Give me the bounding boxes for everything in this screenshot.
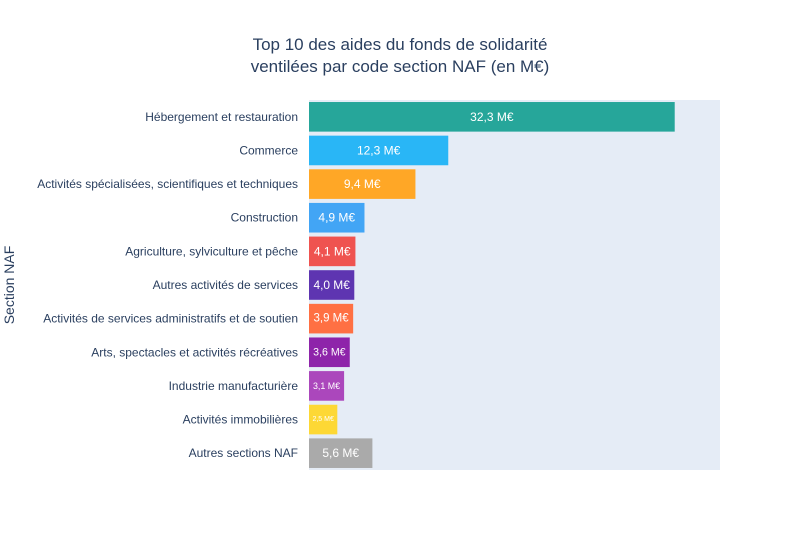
category-label: Hébergement et restauration — [145, 110, 298, 124]
bar — [309, 371, 345, 401]
bars-group — [309, 102, 675, 468]
category-label: Commerce — [239, 143, 298, 157]
value-label: 4,0 M€ — [313, 278, 350, 292]
value-label: 3,9 M€ — [313, 313, 349, 325]
y-axis-title: Section NAF — [1, 246, 17, 325]
category-label: Activités immobilières — [183, 413, 298, 427]
bar — [309, 169, 416, 199]
value-label: 4,1 M€ — [314, 244, 351, 258]
chart-title-line-2: ventilées par code section NAF (en M€) — [251, 57, 550, 76]
category-label: Activités spécialisées, scientifiques et… — [37, 177, 298, 191]
value-label: 3,1 M€ — [313, 381, 340, 391]
category-label: Autres sections NAF — [189, 446, 298, 460]
category-label: Autres activités de services — [153, 278, 298, 292]
value-label: 4,9 M€ — [318, 211, 355, 225]
value-label: 12,3 M€ — [357, 143, 401, 157]
value-label: 9,4 M€ — [344, 177, 381, 191]
bar — [309, 303, 354, 334]
chart-title-line-1: Top 10 des aides du fonds de solidarité — [253, 35, 548, 54]
category-label: Arts, spectacles et activités récréative… — [91, 345, 298, 359]
bar — [309, 337, 350, 368]
bar — [309, 438, 373, 468]
category-labels-group: Hébergement et restauration Commerce Activ… — [37, 110, 298, 460]
value-label: 2,5 M€ — [312, 416, 334, 423]
bar — [309, 236, 356, 267]
value-labels-group: 32,3 M€ 12,3 M€ 9,4 M€ 4,9 M€ 4,1 M€ 4,0 M€ 3,… — [312, 110, 513, 460]
category-label: Industrie manufacturière — [169, 379, 299, 393]
bar — [309, 404, 338, 435]
value-label: 3,6 M€ — [313, 346, 345, 358]
bar — [309, 202, 365, 233]
bar — [309, 270, 355, 300]
value-label: 32,3 M€ — [470, 110, 514, 124]
category-label: Agriculture, sylviculture et pêche — [125, 244, 298, 258]
bar — [309, 135, 449, 166]
bar — [309, 102, 675, 132]
category-label: Activités de services administratifs et … — [43, 312, 298, 326]
category-label: Construction — [231, 211, 298, 225]
value-label: 5,6 M€ — [322, 446, 359, 460]
